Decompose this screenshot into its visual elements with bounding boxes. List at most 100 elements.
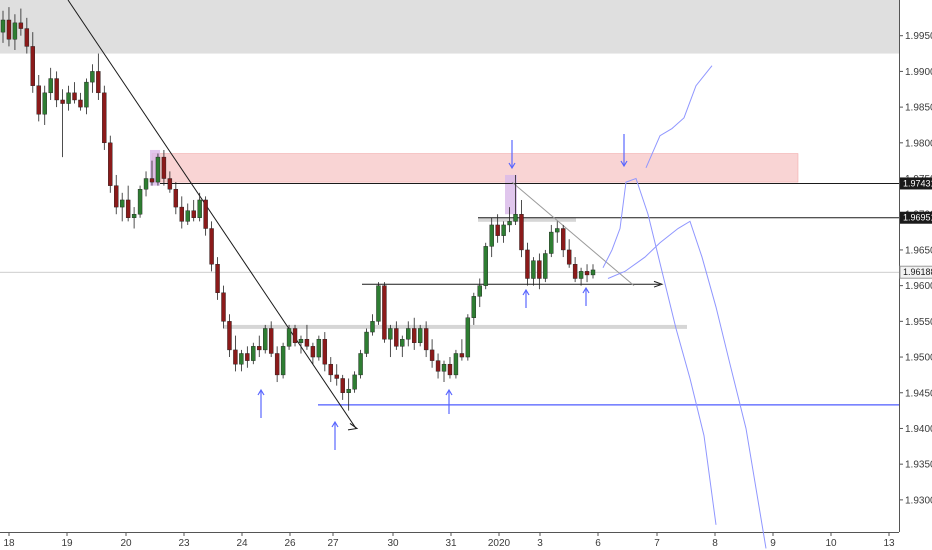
candle-body <box>298 338 304 343</box>
candle-body <box>119 199 125 208</box>
candle-body <box>268 328 274 354</box>
candle-body <box>477 285 482 297</box>
candle-body <box>60 99 65 104</box>
price-badge-label-2: 1.96188 <box>903 267 932 277</box>
candle-body <box>561 228 566 251</box>
candle-body <box>72 92 77 101</box>
candle-body <box>203 199 208 229</box>
candle-body <box>221 292 226 322</box>
y-tick-label-7: 1.96500 <box>905 245 932 256</box>
candle-body <box>584 271 590 276</box>
candle-body <box>54 78 59 101</box>
mid-band <box>478 217 576 222</box>
x-tick-label-6: 27 <box>327 538 339 549</box>
candle-body <box>197 199 202 218</box>
candle-body <box>459 353 465 358</box>
up-arrow-head-1 <box>257 388 265 396</box>
candle-body <box>406 328 411 340</box>
candle-body <box>24 28 30 47</box>
candle-body <box>161 156 167 179</box>
candle-body <box>429 349 435 361</box>
candle-body <box>507 221 512 226</box>
y-tick-label-3: 1.94500 <box>905 388 932 399</box>
x-tick-label-12: 7 <box>654 538 660 549</box>
price-badge-2 <box>899 265 932 279</box>
candle-body <box>447 363 453 376</box>
candle-body <box>18 22 24 29</box>
candle-body <box>233 349 238 365</box>
candle-body <box>489 224 494 247</box>
candle-body <box>167 178 173 190</box>
candle-body <box>519 214 524 251</box>
candle-body <box>394 328 399 347</box>
candle-body <box>555 228 560 233</box>
x-tick-label-4: 24 <box>236 538 248 549</box>
resistance-zone <box>151 153 799 183</box>
candle-body <box>316 338 322 358</box>
candle-body <box>66 92 71 104</box>
candle-body <box>263 328 268 351</box>
y-tick-label-6: 1.96000 <box>905 281 932 292</box>
y-tick-label-11: 1.98500 <box>905 103 932 114</box>
support-band <box>224 324 687 329</box>
candle-body <box>435 360 441 372</box>
candle-body <box>590 269 596 276</box>
candle-body <box>304 338 310 347</box>
candle-body <box>131 214 137 218</box>
y-tick-label-5: 1.95500 <box>905 317 932 328</box>
y-tick-label-10: 1.98000 <box>905 138 932 149</box>
x-tick-label-3: 23 <box>178 538 190 549</box>
candle-body <box>108 142 113 186</box>
candle-body <box>215 264 220 293</box>
candle-body <box>471 296 477 318</box>
candle-body <box>566 249 572 265</box>
candle-body <box>209 228 214 265</box>
arrow-head-downtrend <box>347 423 359 431</box>
candle-body <box>549 231 554 254</box>
projection-path-2 <box>607 220 767 549</box>
candle-body <box>531 260 536 279</box>
candle-body <box>84 81 89 108</box>
candle-body <box>483 246 488 286</box>
candle-body <box>125 199 131 218</box>
candle-body <box>346 388 351 393</box>
y-tick-label-12: 1.99000 <box>905 67 932 78</box>
candle-body <box>30 46 35 86</box>
x-tick-label-1: 19 <box>61 538 73 549</box>
x-tick-label-2: 20 <box>120 538 132 549</box>
candle-body <box>227 321 232 351</box>
candle-body <box>352 374 357 390</box>
candle-body <box>36 85 41 115</box>
y-tick-label-4: 1.95000 <box>905 353 932 364</box>
candle-body <box>388 328 393 340</box>
candle-body <box>495 224 500 236</box>
candle-body <box>149 178 155 183</box>
x-tick-label-13: 8 <box>712 538 718 549</box>
candle-body <box>465 317 471 358</box>
candle-body <box>90 71 95 83</box>
y-tick-label-2: 1.94000 <box>905 424 932 435</box>
candle-body <box>358 353 363 376</box>
candle-body <box>417 328 423 343</box>
candle-body <box>42 92 47 115</box>
price-badge-1 <box>900 211 932 224</box>
candle-body <box>340 378 345 393</box>
candle-body <box>143 178 149 190</box>
x-tick-label-11: 6 <box>595 538 601 549</box>
candle-body <box>179 206 184 222</box>
x-tick-label-15: 10 <box>825 538 837 549</box>
down-arrow-head-7 <box>620 160 628 168</box>
candle-body <box>525 249 530 279</box>
candle-body <box>155 156 161 183</box>
arrow-head-horizontal <box>653 280 664 288</box>
candle-body <box>286 328 292 347</box>
highlight-box-right <box>505 174 517 215</box>
candle-body <box>114 185 119 208</box>
y-tick-label-13: 1.99500 <box>905 31 932 42</box>
candle-body <box>245 353 250 361</box>
x-tick-label-5: 26 <box>284 538 296 549</box>
up-arrow-head-2 <box>331 420 339 428</box>
